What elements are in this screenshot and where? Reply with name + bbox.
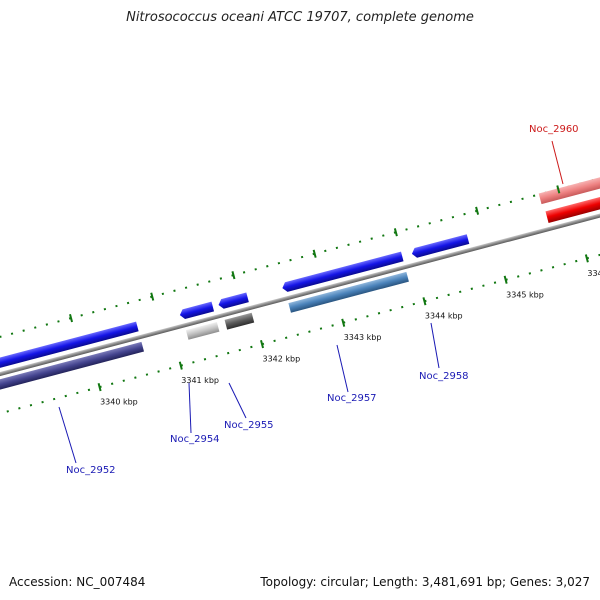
ruler-major-tick [260,340,265,349]
feature-noc-2957-cds[interactable] [281,251,404,293]
feature-noc-2955-cds[interactable] [217,292,249,309]
feature-noc-2955-gene[interactable] [224,312,255,330]
label-noc-2960[interactable]: Noc_2960 [529,124,579,135]
ruler-tick-label: 3341 kbp [181,376,219,385]
leader-noc-2955 [228,382,247,419]
leader-noc-2960 [551,140,564,185]
label-noc-2957[interactable]: Noc_2957 [327,393,377,404]
leader-noc-2957 [336,344,349,393]
ruler-tick-label: 3344 kbp [425,312,463,321]
ruler-major-tick [503,275,508,284]
feature-noc-2954-cds[interactable] [179,301,215,320]
ruler-major-tick-outer [312,249,317,258]
ruler-tick-label: 3342 kbp [262,355,300,364]
feature-noc-2957-gene[interactable] [288,271,409,313]
genome-backbone [0,196,600,395]
ruler-major-tick [422,297,427,306]
outer-ruler [0,162,600,354]
leader-noc-2954 [188,382,192,434]
label-noc-2954[interactable]: Noc_2954 [170,434,220,445]
ruler-major-tick-outer [69,313,74,323]
ruler-major-tick [178,361,183,370]
ruler-major-tick-outer [150,292,155,301]
ruler-major-tick-outer [393,228,398,237]
genome-stats-text: Topology: circular; Length: 3,481,691 bp… [260,575,590,589]
label-noc-2952[interactable]: Noc_2952 [66,465,116,476]
label-noc-2958[interactable]: Noc_2958 [419,371,469,382]
feature-noc-2954-gene[interactable] [185,321,220,340]
ruler-tick-label: 3346 kbp [587,269,600,278]
ruler-tick-label: 3343 kbp [344,333,382,342]
feature-noc-2952-cds[interactable] [0,321,139,377]
feature-noc-2952-gene[interactable] [0,341,144,397]
ruler-tick-label: 3340 kbp [100,398,138,407]
feature-noc-2958-cds[interactable] [411,234,470,258]
accession-text: Accession: NC_007484 [9,575,146,589]
feature-noc-2960-cds[interactable] [545,183,600,223]
ruler-major-tick [584,254,589,263]
ruler-major-tick-outer [475,206,480,215]
ruler-tick-label: 3345 kbp [506,290,544,299]
ruler-major-tick-outer [231,271,236,280]
inner-ruler [0,233,600,425]
leader-noc-2958 [430,322,440,369]
ruler-major-tick [97,382,102,392]
ruler-major-tick [341,318,346,327]
leader-noc-2952 [58,406,77,464]
ruler-ticks: 3340 kbp 3341 kbp 3342 kbp 3343 kbp 3344 kbp… [69,185,600,407]
map-title: Nitrosococcus oceani ATCC 19707, complet… [126,10,474,25]
gene-labels: Noc_2952 Noc_2954 Noc_2955 Noc_2957 Noc_… [58,124,579,476]
label-noc-2955[interactable]: Noc_2955 [224,420,274,431]
feature-noc-2960-gene[interactable] [538,165,600,205]
ruler-major-tick-outer [556,185,561,194]
